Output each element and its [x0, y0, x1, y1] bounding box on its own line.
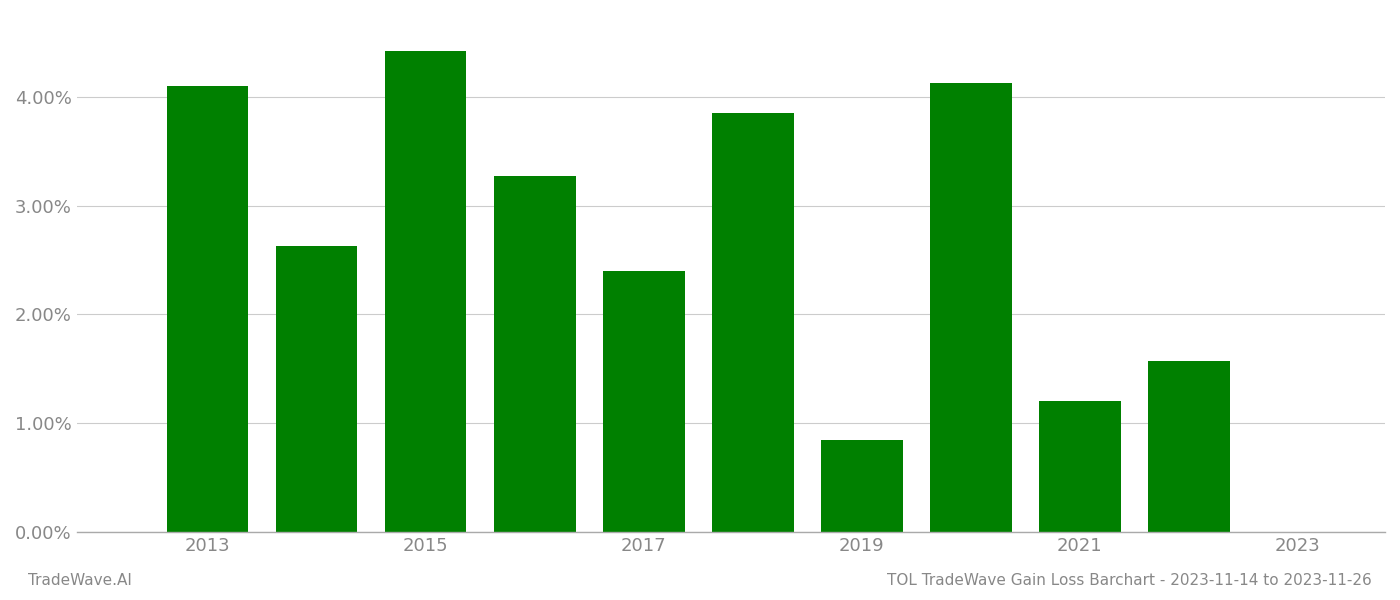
Bar [167, 86, 248, 532]
Text: TradeWave.AI: TradeWave.AI [28, 573, 132, 588]
Text: TOL TradeWave Gain Loss Barchart - 2023-11-14 to 2023-11-26: TOL TradeWave Gain Loss Barchart - 2023-… [888, 573, 1372, 588]
Bar [711, 113, 794, 532]
Bar [820, 440, 903, 532]
Bar [930, 83, 1012, 532]
Bar [1148, 361, 1229, 532]
Bar [276, 246, 357, 532]
Bar [494, 176, 575, 532]
Bar [385, 51, 466, 532]
Bar [603, 271, 685, 532]
Bar [1039, 401, 1120, 532]
